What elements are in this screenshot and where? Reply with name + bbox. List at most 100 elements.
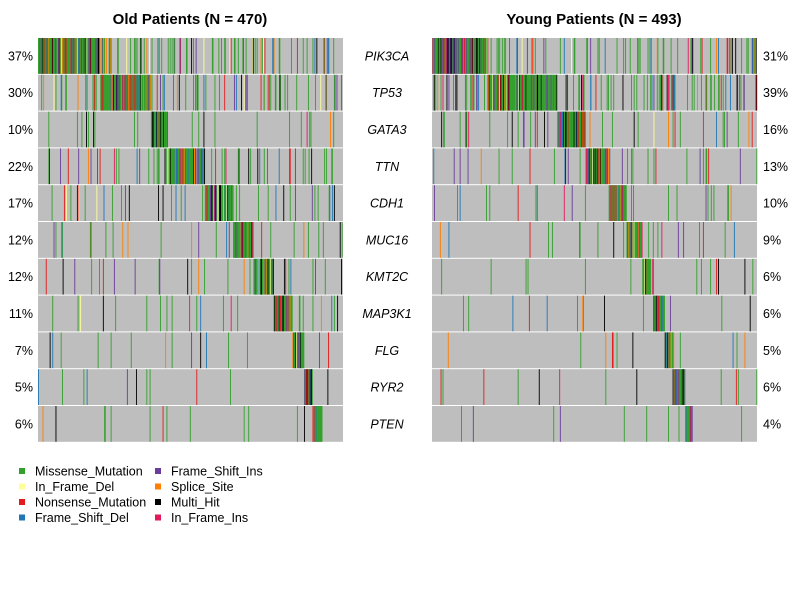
mutation-cell: [191, 258, 193, 295]
mutation-cell: [102, 258, 104, 295]
mutation-cell: [548, 74, 550, 111]
mutation-cell: [660, 74, 661, 111]
mutation-cell: [673, 74, 675, 111]
mutation-cell: [559, 111, 561, 148]
mutation-cell: [646, 74, 648, 111]
mutation-cell: [317, 406, 318, 442]
mutation-cell: [631, 222, 632, 258]
mutation-cell: [693, 74, 695, 111]
mutation-cell: [294, 332, 296, 369]
mutation-cell: [304, 148, 306, 185]
mutation-cell: [664, 332, 666, 369]
mutation-cell: [443, 38, 445, 74]
mutation-cell: [85, 74, 87, 111]
mutation-cell: [718, 74, 720, 111]
mutation-cell: [262, 258, 264, 295]
mutation-cell: [515, 74, 516, 111]
mutation-cell: [440, 369, 442, 405]
mutation-cell: [756, 148, 758, 185]
mutation-cell: [567, 111, 569, 148]
mutation-cell: [220, 185, 222, 221]
mutation-cell: [753, 38, 755, 74]
mutation-cell: [602, 111, 603, 148]
mutation-cell: [684, 369, 686, 405]
mutation-cell: [461, 38, 463, 74]
row-background: [432, 406, 757, 442]
mutation-cell: [671, 332, 673, 369]
legend: Missense_MutationIn_Frame_DelNonsense_Mu…: [19, 465, 263, 525]
mutation-cell: [310, 111, 312, 148]
mutation-cell: [77, 74, 79, 111]
mutation-cell: [256, 258, 258, 295]
mutation-cell: [472, 38, 474, 74]
mutation-cell: [277, 295, 279, 332]
mutation-cell: [468, 295, 470, 332]
mutation-cell: [441, 38, 443, 74]
mutation-cell: [189, 148, 191, 185]
mutation-cell: [135, 369, 137, 405]
mutation-cell: [447, 332, 449, 369]
mutation-cell: [538, 74, 540, 111]
mutation-cell: [239, 185, 241, 221]
mutation-cell: [697, 74, 698, 111]
mutation-cell: [733, 222, 735, 258]
mutation-cell: [209, 185, 211, 221]
mutation-cell: [461, 406, 462, 442]
mutation-cell: [525, 74, 527, 111]
mutation-cell: [592, 148, 594, 185]
mutation-cell: [517, 369, 519, 405]
percent-label: 9%: [763, 233, 781, 247]
mutation-cell: [124, 74, 126, 111]
row-background: [38, 369, 343, 405]
mutation-cell: [101, 38, 103, 74]
mutation-cell: [96, 38, 98, 74]
mutation-cell: [493, 74, 495, 111]
mutation-cell: [200, 148, 202, 185]
mutation-cell: [689, 406, 690, 442]
mutation-cell: [467, 148, 469, 185]
mutation-cell: [301, 332, 303, 369]
mutation-cell: [252, 222, 254, 258]
mutation-cell: [40, 38, 42, 74]
mutation-cell: [109, 74, 111, 111]
mutation-cell: [233, 38, 235, 74]
mutation-cell: [117, 38, 119, 74]
mutation-cell: [751, 38, 753, 74]
mutation-cell: [110, 74, 112, 111]
mutation-cell: [86, 74, 88, 111]
mutation-cell: [679, 369, 681, 405]
mutation-cell: [74, 38, 76, 74]
row-background: [38, 222, 343, 258]
mutation-cell: [558, 111, 560, 148]
mutation-cell: [625, 185, 627, 221]
mutation-cell: [217, 185, 219, 221]
mutation-cell: [42, 406, 44, 442]
mutation-cell: [737, 74, 739, 111]
mutation-cell: [602, 148, 603, 185]
mutation-cell: [66, 38, 68, 74]
mutation-cell: [317, 406, 319, 442]
mutation-cell: [298, 332, 300, 369]
mutation-cell: [111, 74, 113, 111]
mutation-cell: [604, 295, 605, 332]
mutation-cell: [557, 111, 559, 148]
mutation-cell: [699, 148, 701, 185]
mutation-cell: [696, 258, 698, 295]
mutation-cell: [73, 38, 74, 74]
mutation-cell: [631, 185, 632, 221]
mutation-cell: [610, 74, 612, 111]
mutation-cell: [121, 74, 122, 111]
mutation-cell: [39, 38, 41, 74]
mutation-cell: [690, 38, 692, 74]
mutation-cell: [639, 38, 641, 74]
mutation-cell: [241, 74, 243, 111]
mutation-cell: [610, 185, 612, 221]
mutation-cell: [640, 222, 642, 258]
mutation-cell: [95, 74, 97, 111]
mutation-cell: [63, 38, 65, 74]
mutation-cell: [582, 295, 584, 332]
mutation-cell: [254, 258, 256, 295]
mutation-cell: [677, 222, 679, 258]
mutation-cell: [490, 38, 492, 74]
